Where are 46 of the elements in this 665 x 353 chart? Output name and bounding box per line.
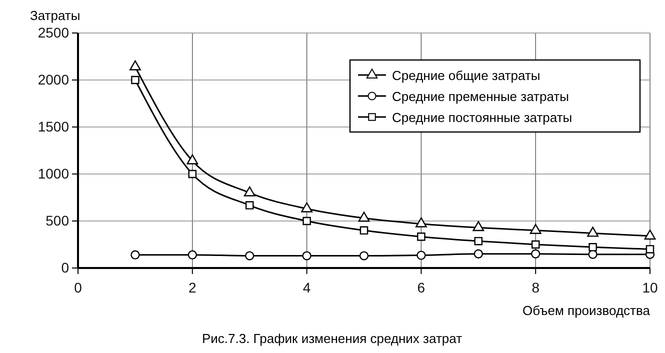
point bbox=[245, 201, 254, 210]
point bbox=[358, 212, 370, 222]
point bbox=[131, 76, 140, 84]
x-tick-label: 10 bbox=[642, 279, 658, 296]
point bbox=[302, 251, 312, 260]
legend-label: Средние пременные затраты bbox=[392, 89, 569, 104]
y-tick-label: 2500 bbox=[38, 24, 70, 40]
legend-label: Средние постоянные затраты bbox=[392, 110, 572, 125]
y-tick-label: 1000 bbox=[38, 165, 70, 182]
point bbox=[474, 249, 483, 258]
point bbox=[359, 251, 369, 260]
y-tick-label: 1500 bbox=[38, 118, 70, 134]
y-tick-label: 500 bbox=[46, 212, 70, 228]
point bbox=[245, 251, 254, 260]
point bbox=[301, 202, 312, 212]
x-axis-title: Объем производства bbox=[522, 303, 651, 318]
y-tick-label: 0 bbox=[61, 259, 70, 276]
point bbox=[531, 249, 540, 258]
x-tick-label: 8 bbox=[532, 279, 540, 296]
point bbox=[188, 250, 197, 260]
x-tick-label: 0 bbox=[74, 279, 82, 296]
point bbox=[474, 236, 483, 246]
point bbox=[416, 217, 427, 228]
y-tick-label: 2000 bbox=[38, 71, 70, 88]
point bbox=[186, 154, 198, 164]
x-tick-label: 6 bbox=[417, 279, 426, 296]
point bbox=[130, 250, 140, 260]
point bbox=[302, 216, 311, 226]
point bbox=[472, 221, 484, 232]
point bbox=[588, 242, 597, 252]
point bbox=[416, 250, 426, 260]
point bbox=[644, 230, 656, 240]
x-tick-label: 4 bbox=[302, 279, 311, 296]
point bbox=[587, 226, 598, 237]
point bbox=[530, 224, 542, 234]
point bbox=[244, 186, 256, 196]
point bbox=[130, 60, 141, 70]
point bbox=[188, 170, 197, 178]
y-axis-title: Затраты bbox=[30, 8, 80, 23]
text: Рис.7.3. График изменения средних затрат bbox=[202, 331, 462, 346]
point bbox=[531, 240, 540, 249]
x-tick-label: 2 bbox=[188, 279, 196, 296]
legend-label: Средние общие затраты bbox=[392, 68, 540, 83]
point bbox=[360, 226, 368, 235]
point bbox=[417, 232, 426, 241]
point bbox=[646, 245, 654, 254]
